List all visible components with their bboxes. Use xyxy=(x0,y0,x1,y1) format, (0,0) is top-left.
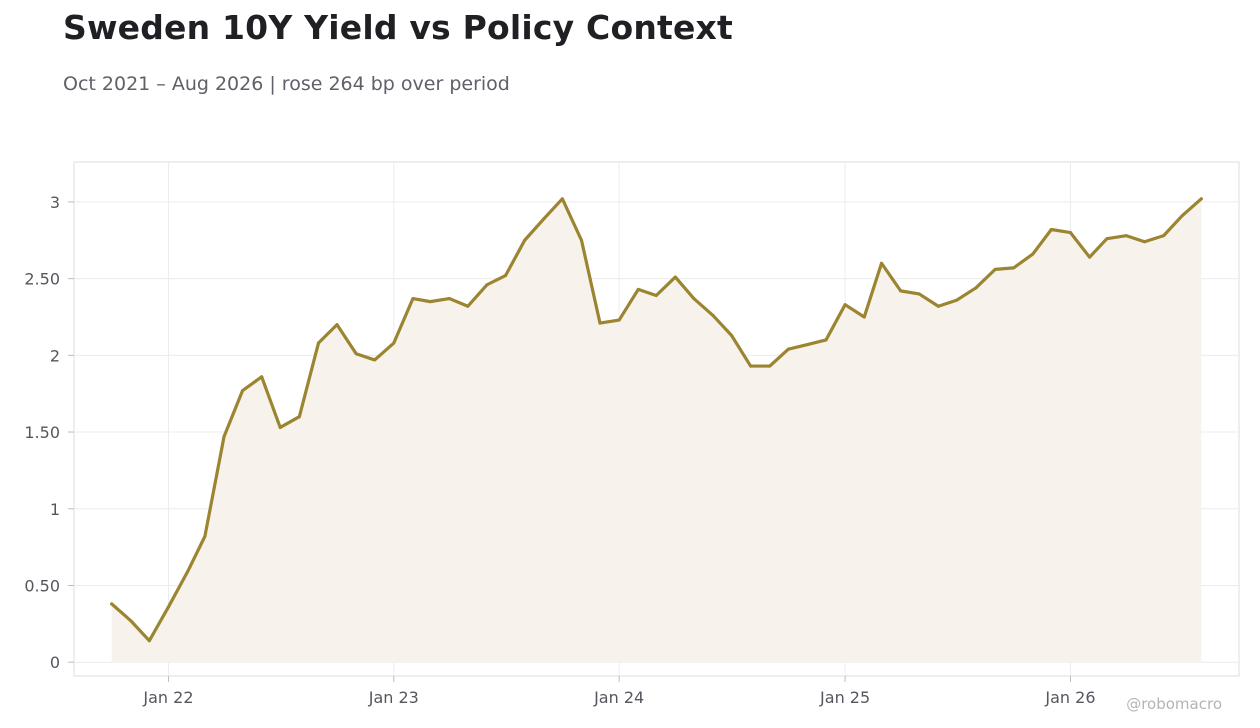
data-point xyxy=(560,197,564,201)
data-point xyxy=(542,217,546,221)
y-tick-label: 1 xyxy=(50,500,60,519)
data-point xyxy=(110,602,114,606)
data-point xyxy=(260,375,264,379)
y-tick-label: 0 xyxy=(50,653,60,672)
chart-subtitle: Oct 2021 – Aug 2026 | rose 264 bp over p… xyxy=(63,73,510,95)
data-point xyxy=(880,261,884,265)
data-point xyxy=(166,605,170,609)
data-point xyxy=(1199,197,1203,201)
data-point xyxy=(203,534,207,538)
x-tick-label: Jan 24 xyxy=(593,688,644,707)
data-point xyxy=(411,297,415,301)
area-fill-layer xyxy=(111,198,1202,663)
data-point xyxy=(297,415,301,419)
data-point xyxy=(974,286,978,290)
y-tick-label: 1.50 xyxy=(24,423,60,442)
data-point xyxy=(129,619,133,623)
data-point xyxy=(730,333,734,337)
data-point xyxy=(862,315,866,319)
data-point xyxy=(636,287,640,291)
data-point xyxy=(335,323,339,327)
data-point xyxy=(466,304,470,308)
data-point xyxy=(749,364,753,368)
x-axis-labels: Jan 22 Jan 23 Jan 24 Jan 25 Jan 26 xyxy=(142,688,1095,707)
data-point xyxy=(354,352,358,356)
watermark: @robomacro xyxy=(1126,695,1222,713)
data-point xyxy=(993,267,997,271)
x-tick-label: Jan 25 xyxy=(819,688,870,707)
data-point xyxy=(504,274,508,278)
data-point xyxy=(428,300,432,304)
data-point xyxy=(1049,228,1053,232)
data-point xyxy=(186,570,190,574)
data-point xyxy=(1031,252,1035,256)
y-tick-label: 2.50 xyxy=(24,270,60,289)
data-point xyxy=(692,297,696,301)
data-point xyxy=(1143,240,1147,244)
data-point xyxy=(786,347,790,351)
data-point xyxy=(447,297,451,301)
series-line-layer xyxy=(110,197,1203,643)
data-point xyxy=(617,318,621,322)
y-tick-label: 3 xyxy=(50,193,60,212)
x-tick-label: Jan 23 xyxy=(368,688,419,707)
data-point xyxy=(1012,266,1016,270)
data-point xyxy=(768,364,772,368)
data-point xyxy=(955,298,959,302)
data-point xyxy=(1124,234,1128,238)
y-axis-labels: 0 0.50 1 1.50 2 2.50 3 xyxy=(24,193,60,672)
data-point xyxy=(1105,237,1109,241)
data-point xyxy=(373,358,377,362)
data-point xyxy=(899,289,903,293)
data-point xyxy=(711,313,715,317)
data-point xyxy=(805,343,809,347)
data-point xyxy=(936,304,940,308)
data-point xyxy=(673,275,677,279)
data-point xyxy=(222,435,226,439)
data-point xyxy=(392,341,396,345)
y-tick-label: 2 xyxy=(50,346,60,365)
data-point xyxy=(241,389,245,393)
data-point xyxy=(1162,234,1166,238)
x-tick-label: Jan 26 xyxy=(1044,688,1095,707)
data-point xyxy=(1088,255,1092,259)
data-point xyxy=(843,303,847,307)
data-point xyxy=(316,341,320,345)
data-point xyxy=(824,338,828,342)
x-tick-label: Jan 22 xyxy=(142,688,193,707)
data-point xyxy=(598,321,602,325)
data-point xyxy=(147,639,151,643)
series-area xyxy=(111,198,1202,663)
chart-title: Sweden 10Y Yield vs Policy Context xyxy=(63,8,734,47)
data-point xyxy=(485,283,489,287)
y-tick-label: 0.50 xyxy=(24,576,60,595)
data-point xyxy=(278,425,282,429)
data-point xyxy=(579,238,583,242)
data-point xyxy=(654,293,658,297)
data-point xyxy=(1180,214,1184,218)
data-point xyxy=(523,238,527,242)
data-point xyxy=(1068,231,1072,235)
data-point xyxy=(917,292,921,296)
